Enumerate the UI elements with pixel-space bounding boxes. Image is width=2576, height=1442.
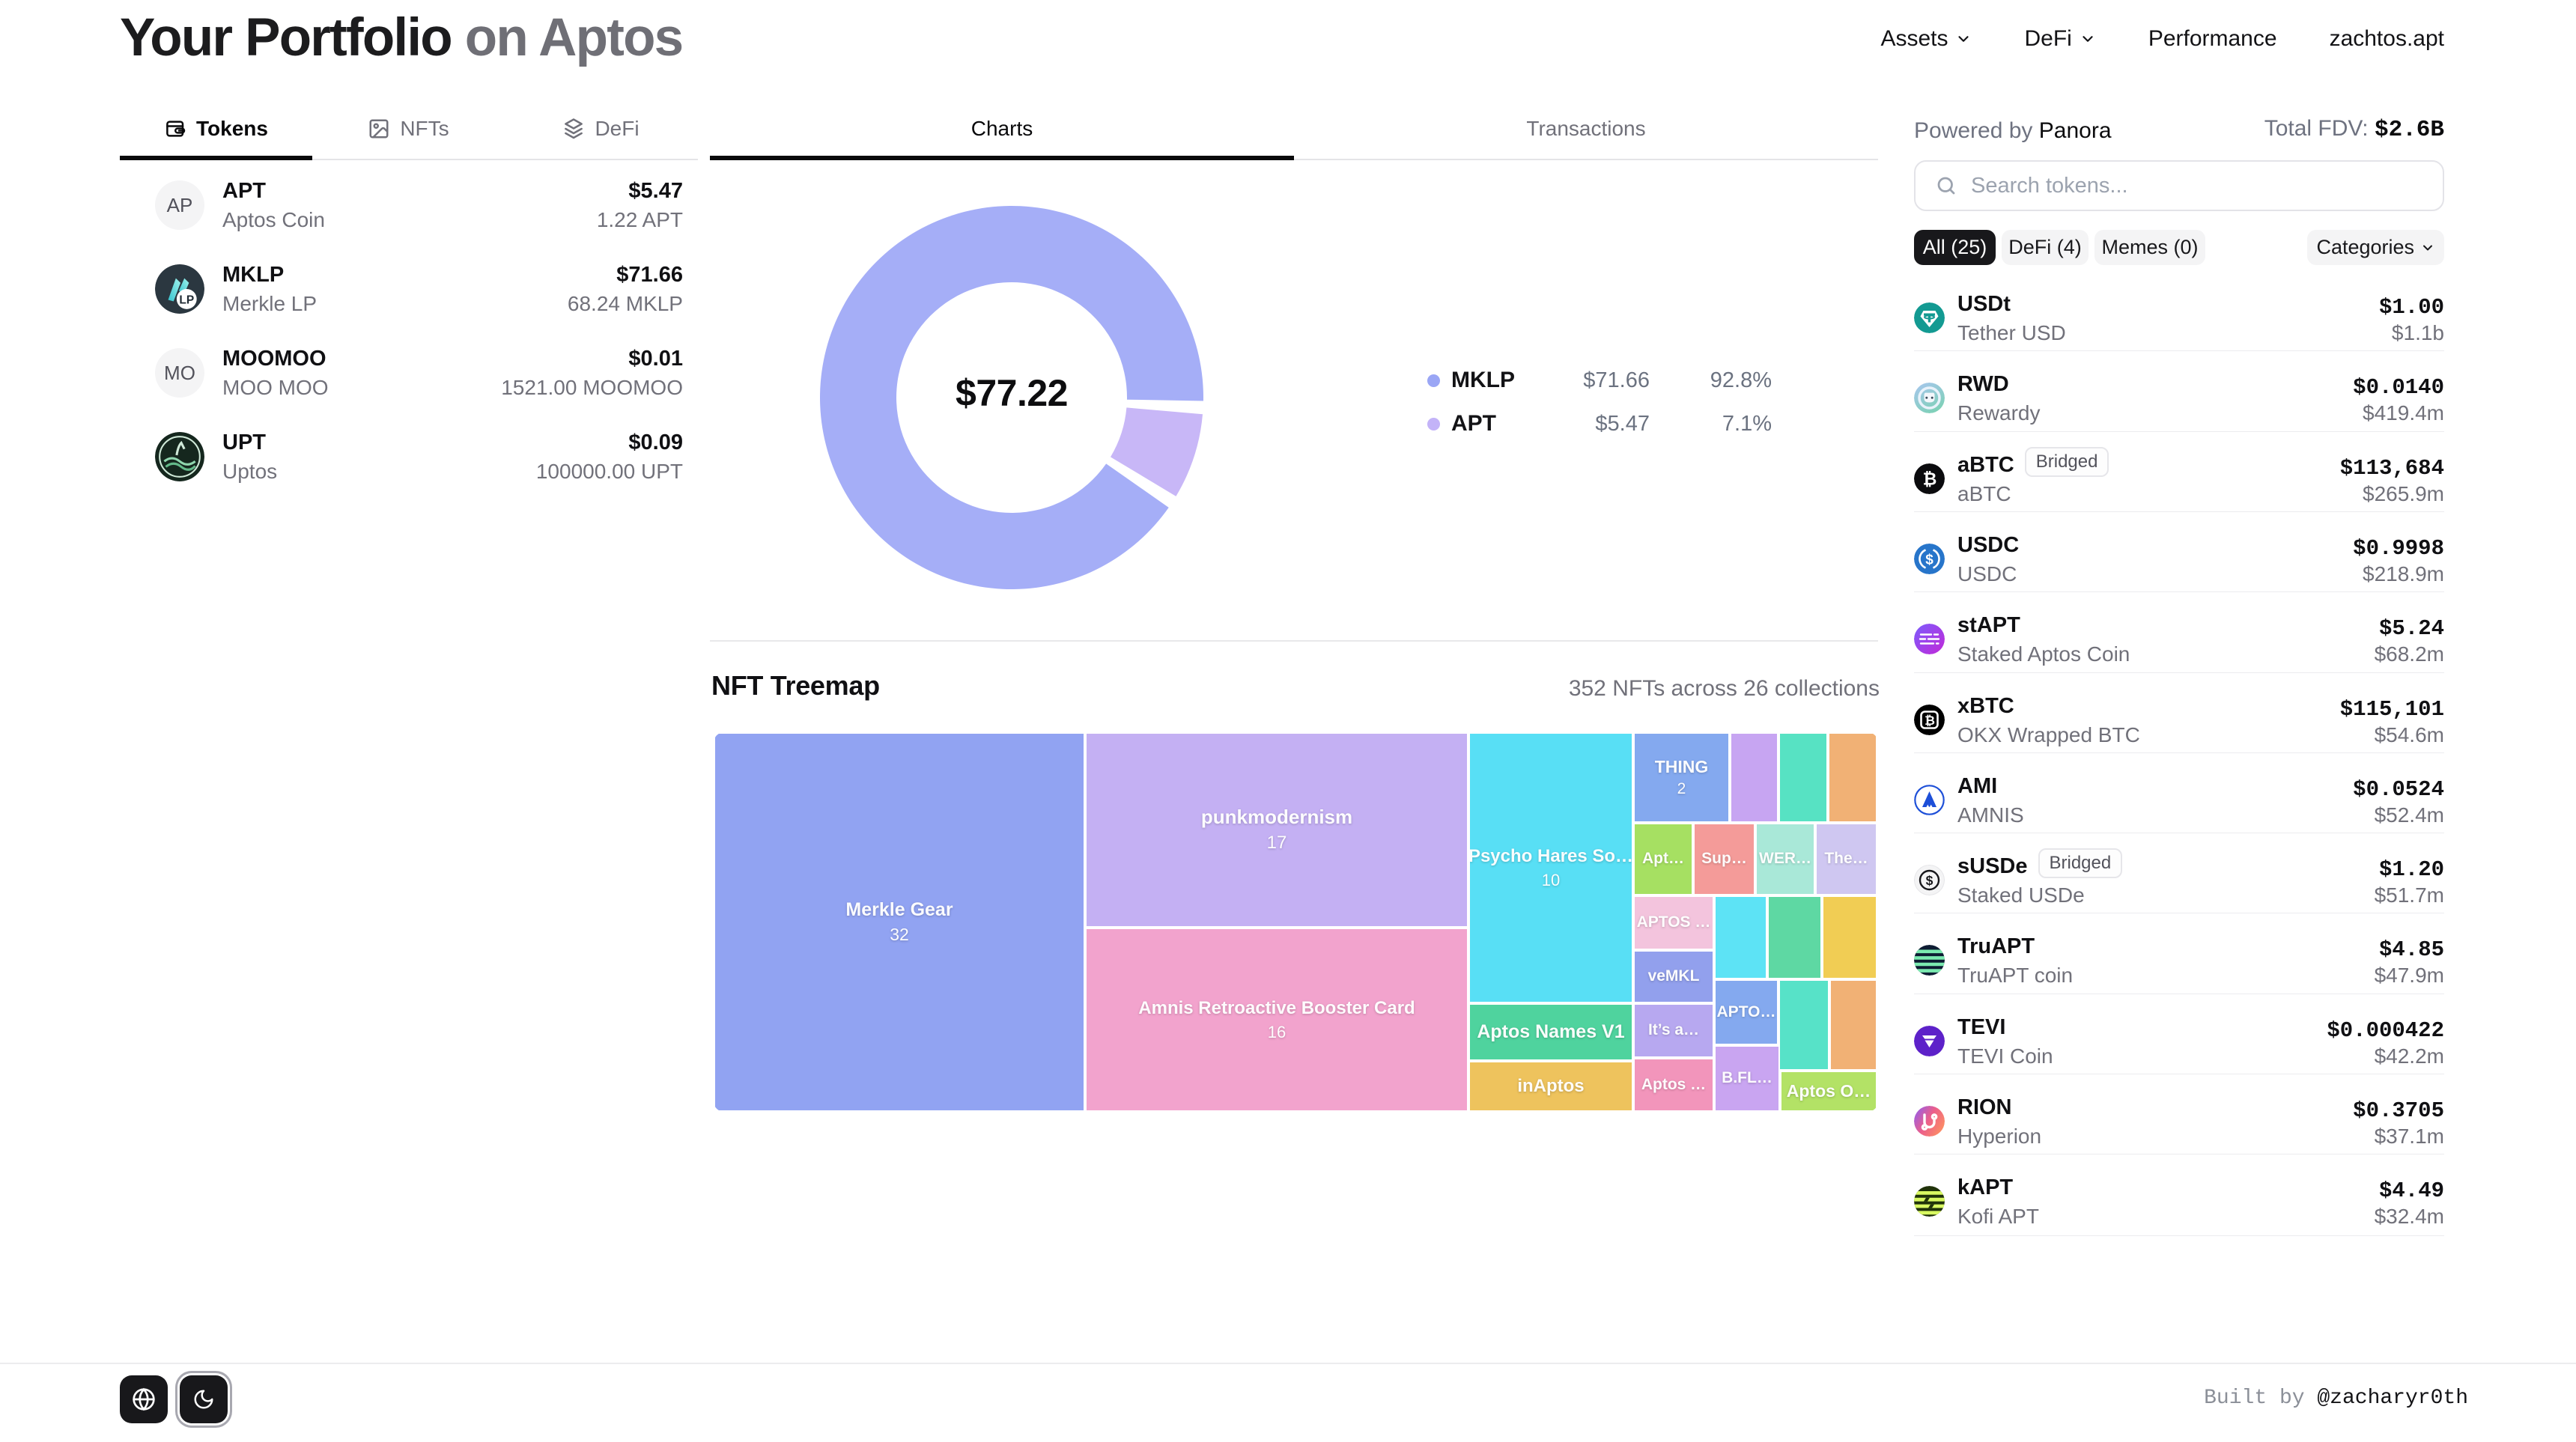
svg-text:$: $ bbox=[1926, 873, 1933, 888]
svg-text:$: $ bbox=[1925, 553, 1933, 568]
svg-text:₿: ₿ bbox=[1923, 469, 1937, 489]
svg-text:₿: ₿ bbox=[1925, 714, 1935, 728]
svg-text:LP: LP bbox=[179, 294, 194, 307]
